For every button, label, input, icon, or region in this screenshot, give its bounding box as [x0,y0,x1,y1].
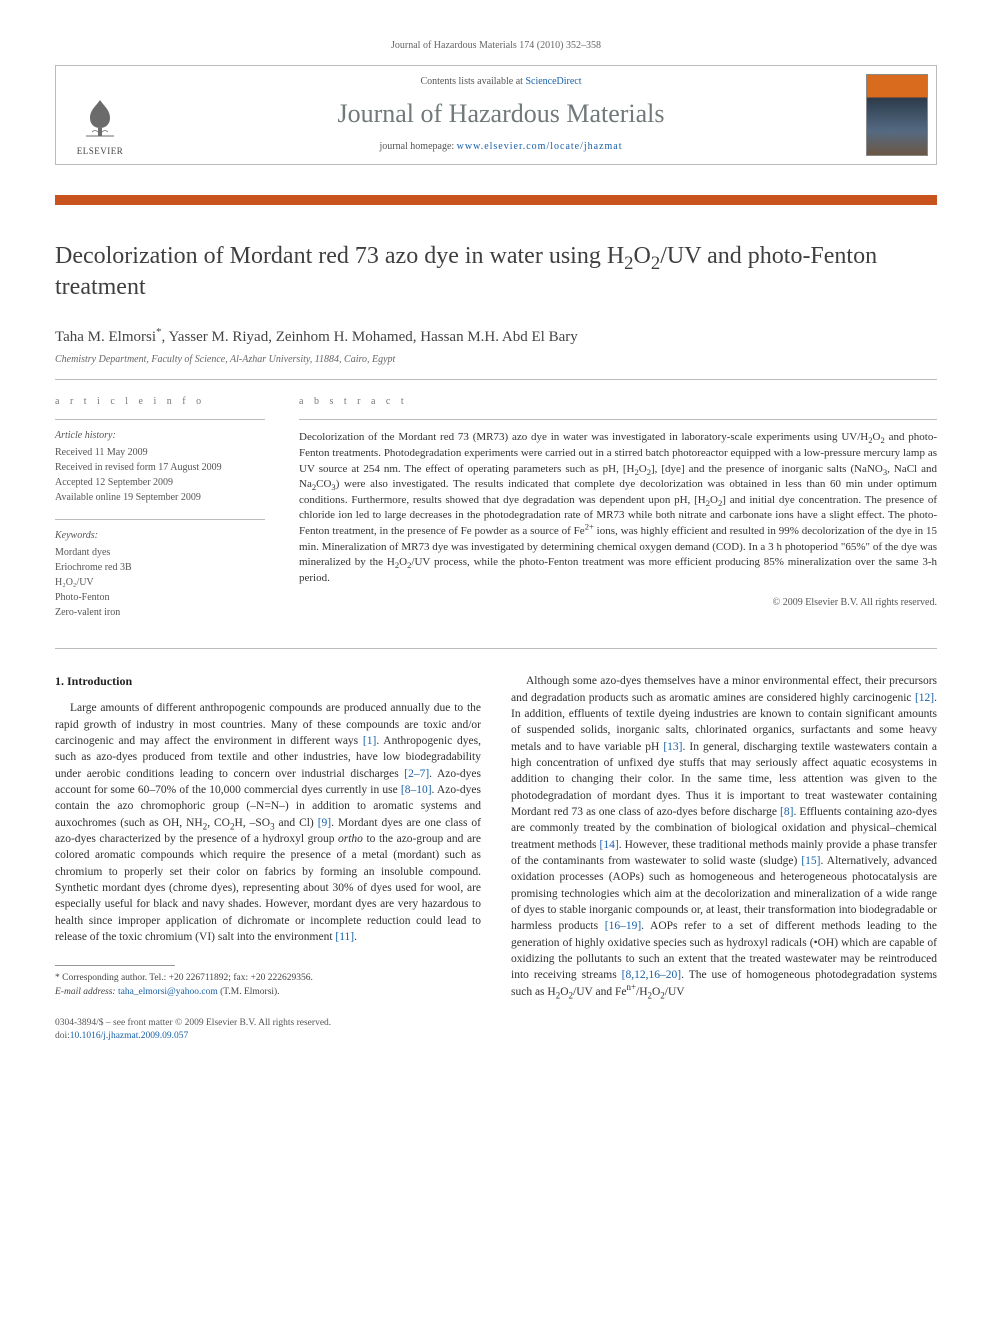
journal-homepage-line: journal homepage: www.elsevier.com/locat… [152,141,850,152]
journal-title: Journal of Hazardous Materials [152,99,850,129]
doi-line: doi:10.1016/j.jhazmat.2009.09.057 [55,1030,481,1043]
journal-cover-box [858,66,936,164]
front-matter-line: 0304-3894/$ – see front matter © 2009 El… [55,1017,481,1030]
journal-cover-thumbnail [866,74,928,156]
accent-bar [55,195,937,205]
footnote-separator [55,965,175,966]
email-attribution: (T.M. Elmorsi). [220,987,279,997]
info-rule-1 [55,419,265,420]
author-affiliation: Chemistry Department, Faculty of Science… [55,354,937,365]
intro-para-2: Although some azo-dyes themselves have a… [511,673,937,1000]
body-two-column: 1. Introduction Large amounts of differe… [55,673,937,1043]
rule-bottom [55,648,937,649]
corresponding-author-note: * Corresponding author. Tel.: +20 226711… [55,972,481,985]
publisher-logo-box: ELSEVIER [56,66,144,164]
article-info-heading: a r t i c l e i n f o [55,396,265,407]
info-abstract-row: a r t i c l e i n f o Article history: R… [55,380,937,648]
footnotes-block: * Corresponding author. Tel.: +20 226711… [55,972,481,999]
keywords-label: Keywords: [55,528,265,543]
abstract-text: Decolorization of the Mordant red 73 (MR… [299,430,937,586]
article-history-block: Article history: Received 11 May 2009 Re… [55,428,265,505]
keyword: Eriochrome red 3B [55,560,265,575]
article-title: Decolorization of Mordant red 73 azo dye… [55,241,937,302]
section-1-heading: 1. Introduction [55,673,481,690]
doi-link[interactable]: 10.1016/j.jhazmat.2009.09.057 [70,1031,188,1041]
corresponding-email-line: E-mail address: taha_elmorsi@yahoo.com (… [55,986,481,999]
info-rule-2 [55,519,265,520]
article-info-column: a r t i c l e i n f o Article history: R… [55,396,265,634]
running-header: Journal of Hazardous Materials 174 (2010… [55,40,937,51]
keyword: Photo-Fenton [55,590,265,605]
masthead-center: Contents lists available at ScienceDirec… [144,66,858,164]
corresponding-email-link[interactable]: taha_elmorsi@yahoo.com [118,987,218,997]
footer-block: 0304-3894/$ – see front matter © 2009 El… [55,1017,481,1044]
keywords-block: Keywords: Mordant dyes Eriochrome red 3B… [55,528,265,620]
history-line: Accepted 12 September 2009 [55,475,265,490]
contents-lists-line: Contents lists available at ScienceDirec… [152,76,850,87]
sciencedirect-link[interactable]: ScienceDirect [525,76,581,87]
history-line: Received 11 May 2009 [55,445,265,460]
abstract-heading: a b s t r a c t [299,396,937,407]
author-list: Taha M. Elmorsi*, Yasser M. Riyad, Zeinh… [55,326,937,346]
intro-para-1: Large amounts of different anthropogenic… [55,700,481,945]
article-history-label: Article history: [55,428,265,443]
abstract-copyright: © 2009 Elsevier B.V. All rights reserved… [299,597,937,608]
publisher-name: ELSEVIER [77,146,124,156]
abstract-rule [299,419,937,420]
homepage-prefix: journal homepage: [379,141,456,152]
journal-homepage-link[interactable]: www.elsevier.com/locate/jhazmat [457,141,623,152]
keyword: Zero-valent iron [55,605,265,620]
doi-label: doi: [55,1031,70,1041]
history-line: Available online 19 September 2009 [55,490,265,505]
history-line: Received in revised form 17 August 2009 [55,460,265,475]
journal-masthead: ELSEVIER Contents lists available at Sci… [55,65,937,165]
elsevier-tree-icon [76,94,124,142]
email-label: E-mail address: [55,987,116,997]
keyword: Mordant dyes [55,545,265,560]
abstract-column: a b s t r a c t Decolorization of the Mo… [299,396,937,634]
keyword: H₂O₂/UV [55,575,265,590]
contents-prefix: Contents lists available at [420,76,525,87]
